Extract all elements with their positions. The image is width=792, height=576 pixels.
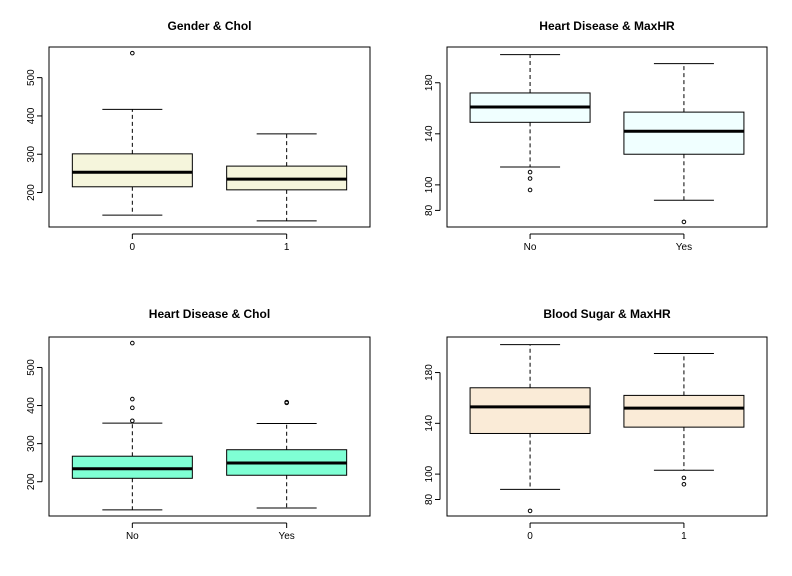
y-tick-label: 500 xyxy=(26,69,37,86)
chart-title: Gender & Chol xyxy=(167,19,251,33)
outlier-point xyxy=(527,508,533,514)
box-0 xyxy=(71,50,193,216)
y-axis: 80 100 140 180 xyxy=(424,74,441,216)
y-tick-label: 180 xyxy=(424,364,435,381)
plot-frame xyxy=(446,46,768,228)
y-tick-label: 400 xyxy=(26,107,37,124)
box-iqr xyxy=(71,153,193,188)
chart-title: Blood Sugar & MaxHR xyxy=(543,307,671,321)
box-Yes xyxy=(623,63,745,225)
x-axis: No Yes xyxy=(126,522,295,542)
x-tick-label: 0 xyxy=(130,242,136,253)
y-axis: 200 300 400 500 xyxy=(26,359,43,490)
x-tick-label: No xyxy=(126,531,139,542)
y-tick-label: 180 xyxy=(424,74,435,91)
y-tick-label: 200 xyxy=(26,473,37,490)
box-iqr xyxy=(71,455,193,479)
y-tick-label: 140 xyxy=(424,415,435,432)
y-tick-label: 500 xyxy=(26,359,37,376)
box-1 xyxy=(226,133,348,222)
y-axis: 200 300 400 500 xyxy=(26,69,43,201)
x-tick-label: Yes xyxy=(278,531,294,542)
y-tick-label: 100 xyxy=(424,176,435,193)
x-tick-label: 1 xyxy=(284,242,290,253)
y-tick-label: 80 xyxy=(424,493,435,505)
outlier-point xyxy=(681,481,687,487)
chart-title: Heart Disease & MaxHR xyxy=(539,19,675,33)
box-No xyxy=(469,54,591,193)
outlier-point xyxy=(527,187,533,193)
plot-frame xyxy=(48,336,371,517)
box-No xyxy=(71,340,193,511)
x-tick-label: No xyxy=(524,242,537,253)
outlier-point xyxy=(130,418,135,424)
panel-2: Heart Disease & MaxHR 80 100 140 180 No Yes xyxy=(424,19,768,253)
outlier-point xyxy=(130,396,135,402)
box-iqr xyxy=(469,387,591,434)
plot-frame xyxy=(48,46,371,228)
box-iqr xyxy=(623,394,745,428)
box-iqr xyxy=(623,111,745,155)
y-tick-label: 400 xyxy=(26,397,37,414)
y-tick-label: 300 xyxy=(26,145,37,162)
y-tick-label: 140 xyxy=(424,125,435,142)
y-tick-label: 200 xyxy=(26,184,37,201)
y-tick-label: 100 xyxy=(424,465,435,482)
x-tick-label: Yes xyxy=(676,242,692,253)
plot-frame xyxy=(446,336,768,517)
outlier-point xyxy=(681,219,687,225)
box-Yes xyxy=(226,399,348,509)
y-axis: 80 100 140 180 xyxy=(424,364,441,505)
outlier-point xyxy=(130,405,135,411)
panel-3: Heart Disease & Chol 200 300 400 500 No Yes xyxy=(26,307,371,542)
chart-title: Heart Disease & Chol xyxy=(149,307,270,321)
x-axis: No Yes xyxy=(524,233,692,253)
outlier-point xyxy=(284,399,289,405)
outlier-point xyxy=(130,50,135,56)
y-tick-label: 300 xyxy=(26,435,37,452)
outlier-point xyxy=(527,169,533,175)
x-tick-label: 1 xyxy=(681,531,687,542)
x-tick-label: 0 xyxy=(527,531,533,542)
box-0 xyxy=(469,344,591,514)
y-tick-label: 80 xyxy=(424,204,435,216)
box-1 xyxy=(623,353,745,487)
outlier-point xyxy=(527,176,533,181)
outlier-point xyxy=(681,475,687,481)
outlier-point xyxy=(130,340,135,346)
